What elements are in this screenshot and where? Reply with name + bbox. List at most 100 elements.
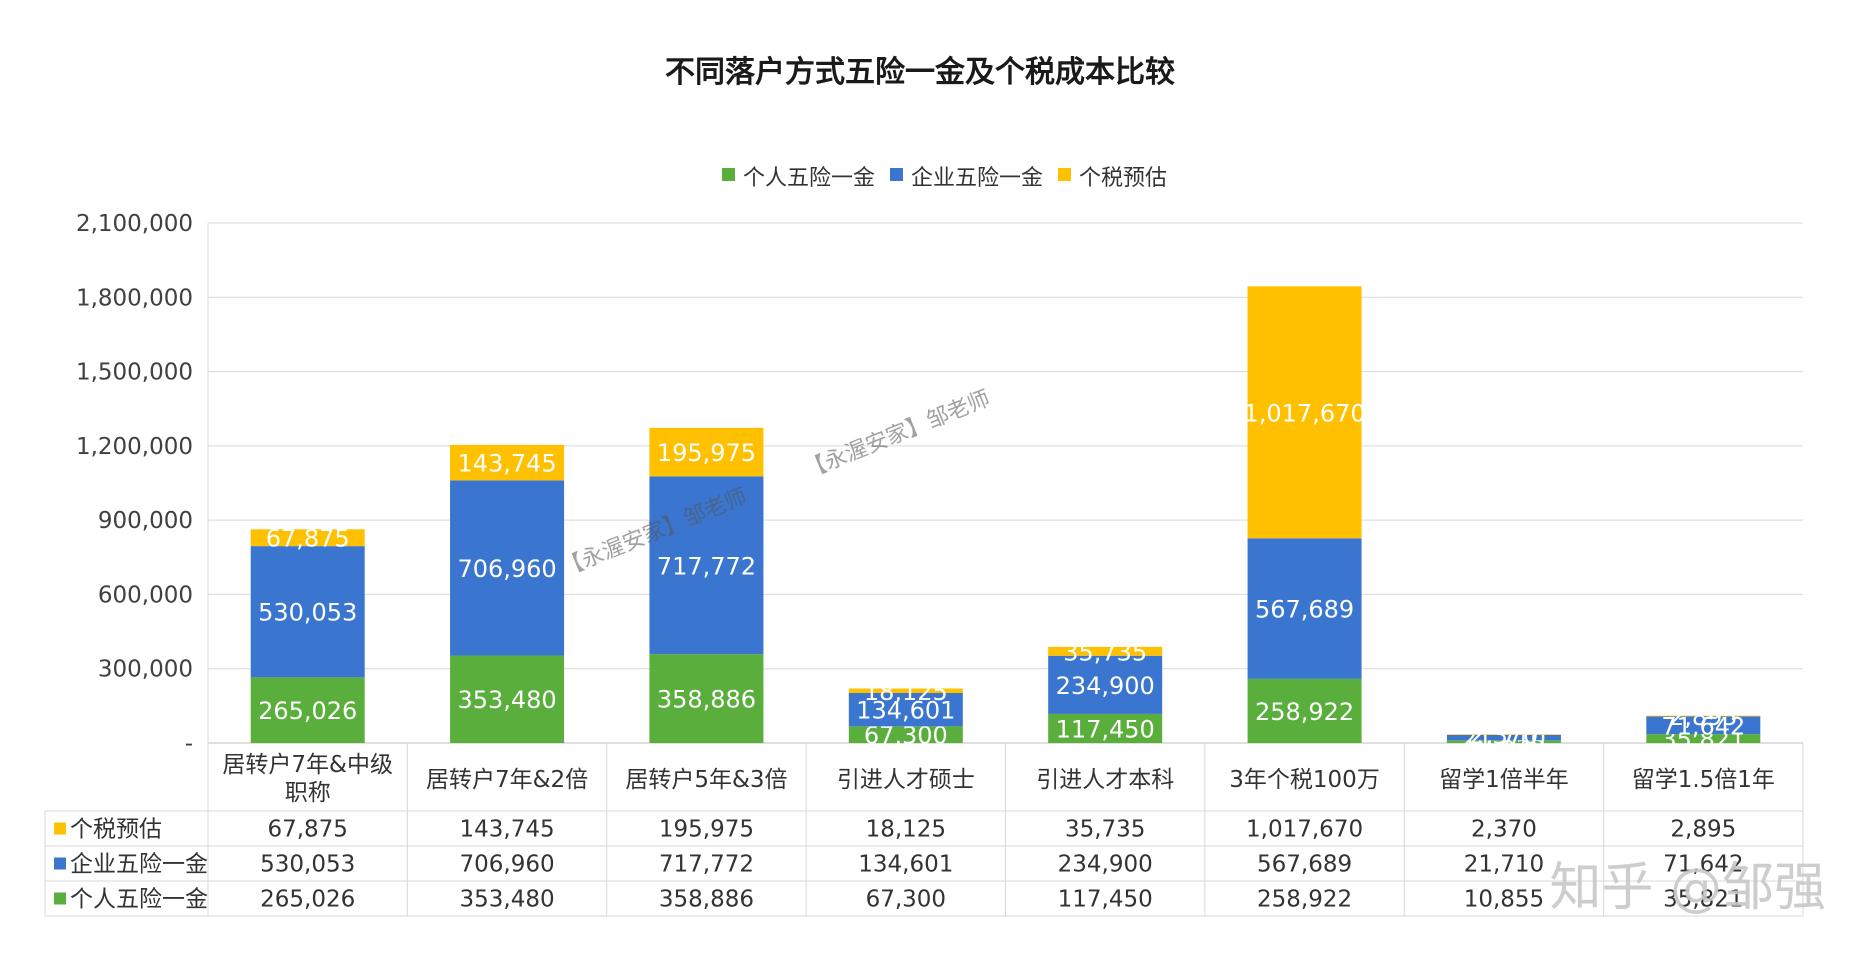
table-cell: 2,370 <box>1471 817 1537 843</box>
bar-segment-series-0 <box>1646 734 1761 743</box>
category-label: 3年个税100万 <box>1229 767 1380 793</box>
bars: 265,026 530,053 67,875 353,480 706,960 143,74… <box>250 286 1761 757</box>
table-cell: 143,745 <box>460 817 555 843</box>
data-label: 1,017,670 <box>1243 399 1365 427</box>
table-row-label: 个税预估 <box>70 817 162 843</box>
bar-segment-series-2 <box>848 688 963 694</box>
legend-swatch-series-1 <box>890 168 903 181</box>
chart-title: 不同落户方式五险一金及个税成本比较 <box>665 55 1175 90</box>
zhihu-logo-watermark: 知乎 @邹强 <box>1549 858 1826 918</box>
bar-segment-series-1 <box>1247 538 1362 679</box>
data-label: 117,450 <box>1056 715 1155 743</box>
y-tick-label: 900,000 <box>98 508 193 534</box>
data-label: 2,895 <box>1669 703 1738 731</box>
data-label: 530,053 <box>258 599 357 627</box>
bar-segment-series-2 <box>649 427 764 477</box>
table-cell: 265,026 <box>260 887 355 913</box>
bar-segment-series-1 <box>1446 734 1561 741</box>
data-label: 195,975 <box>657 439 756 467</box>
table-cell: 1,017,670 <box>1246 817 1363 843</box>
bar-segment-series-0 <box>450 655 565 743</box>
bar-segment-series-0 <box>649 654 764 743</box>
data-label: 71,642 <box>1661 712 1745 740</box>
category-label: 留学1.5倍1年 <box>1632 767 1775 793</box>
legend-label-series-1: 企业五险一金 <box>911 166 1043 191</box>
y-tick-label: 1,800,000 <box>76 285 193 311</box>
table-cell: 21,710 <box>1464 852 1544 878</box>
table-cell: 567,689 <box>1257 852 1352 878</box>
table-row-label: 个人五险一金 <box>70 887 208 913</box>
bar-segment-series-1 <box>250 546 365 678</box>
category-label: 居转户7年&2倍 <box>426 767 588 793</box>
data-table: 居转户7年&中级职称 居转户7年&2倍 居转户5年&3倍 引进人才硕士 引进人才本科 3年… <box>44 743 1804 917</box>
category-label: 居转户7年&中级职称 <box>222 752 393 806</box>
watermark-text: 【永渥安家】邹老师 <box>801 386 994 483</box>
y-tick-label: 600,000 <box>98 582 193 608</box>
table-cell: 67,875 <box>267 817 347 843</box>
bar-segment-series-1 <box>450 480 565 656</box>
gridlines <box>208 222 1803 744</box>
table-cell: 530,053 <box>260 852 355 878</box>
table-cell: 35,735 <box>1065 817 1145 843</box>
data-label: 353,480 <box>457 686 556 714</box>
bar-segment-series-0 <box>848 726 963 743</box>
data-label: 358,886 <box>657 686 756 714</box>
bar-segment-series-2 <box>1446 734 1561 735</box>
table-cell: 195,975 <box>659 817 754 843</box>
bar-segment-series-2 <box>250 529 365 547</box>
y-tick-label: 2,100,000 <box>76 211 193 237</box>
data-label: 134,601 <box>856 697 955 725</box>
table-cell: 258,922 <box>1257 887 1352 913</box>
table-cell: 10,855 <box>1464 887 1544 913</box>
data-label: 706,960 <box>457 555 556 583</box>
y-axis: - 300,000 600,000 900,000 1,200,000 1,500,000… <box>76 211 209 757</box>
y-tick-label: 300,000 <box>98 657 193 683</box>
bar-segment-series-0 <box>1247 678 1362 743</box>
table-cell: 358,886 <box>659 887 754 913</box>
table-cell: 234,900 <box>1058 852 1153 878</box>
table-cell: 71,642 <box>1663 852 1743 878</box>
table-cell: 134,601 <box>858 852 953 878</box>
table-cell: 67,300 <box>866 887 946 913</box>
table-swatch-series-2 <box>54 822 66 835</box>
legend-swatch-series-2 <box>1058 168 1071 181</box>
category-label: 引进人才本科 <box>1036 767 1174 793</box>
data-label: 67,875 <box>266 525 350 553</box>
data-label: 234,900 <box>1056 672 1155 700</box>
table-cell: 2,895 <box>1670 817 1736 843</box>
legend-swatch-series-0 <box>722 168 735 181</box>
table-swatch-series-0 <box>54 892 66 905</box>
table-cell: 706,960 <box>460 852 555 878</box>
data-label: 35,735 <box>1063 638 1147 666</box>
data-label: 18,125 <box>864 678 948 706</box>
bar-segment-series-2 <box>1048 646 1163 656</box>
data-label: 258,922 <box>1255 698 1354 726</box>
legend: 个人五险一金 企业五险一金 个税预估 <box>722 166 1167 191</box>
bar-segment-series-1 <box>848 693 963 727</box>
data-label: 21,710 <box>1462 725 1546 753</box>
legend-label-series-0: 个人五险一金 <box>743 166 875 191</box>
bar-segment-series-0 <box>1048 713 1163 743</box>
category-label: 引进人才硕士 <box>837 767 975 793</box>
data-label: 2,370 <box>1470 722 1539 750</box>
data-label: 143,745 <box>457 450 556 478</box>
category-label: 居转户5年&3倍 <box>625 767 787 793</box>
data-label: 265,026 <box>258 697 357 725</box>
table-cell: 18,125 <box>866 817 946 843</box>
bar-segment-series-1 <box>649 476 764 655</box>
category-label: 留学1倍半年 <box>1439 767 1569 793</box>
table-cell: 353,480 <box>460 887 555 913</box>
table-swatch-series-1 <box>54 857 66 870</box>
bar-segment-series-2 <box>1646 715 1761 717</box>
data-label: 567,689 <box>1255 596 1354 624</box>
bar-segment-series-1 <box>1048 655 1163 714</box>
bar-segment-series-0 <box>250 677 365 743</box>
bar-segment-series-2 <box>1247 286 1362 539</box>
table-cell: 35,821 <box>1663 887 1743 913</box>
table-cell: 117,450 <box>1058 887 1153 913</box>
bar-segment-series-1 <box>1646 716 1761 735</box>
bar-segment-series-0 <box>1446 740 1561 743</box>
table-cell: 717,772 <box>659 852 754 878</box>
y-tick-label: - <box>185 731 193 757</box>
